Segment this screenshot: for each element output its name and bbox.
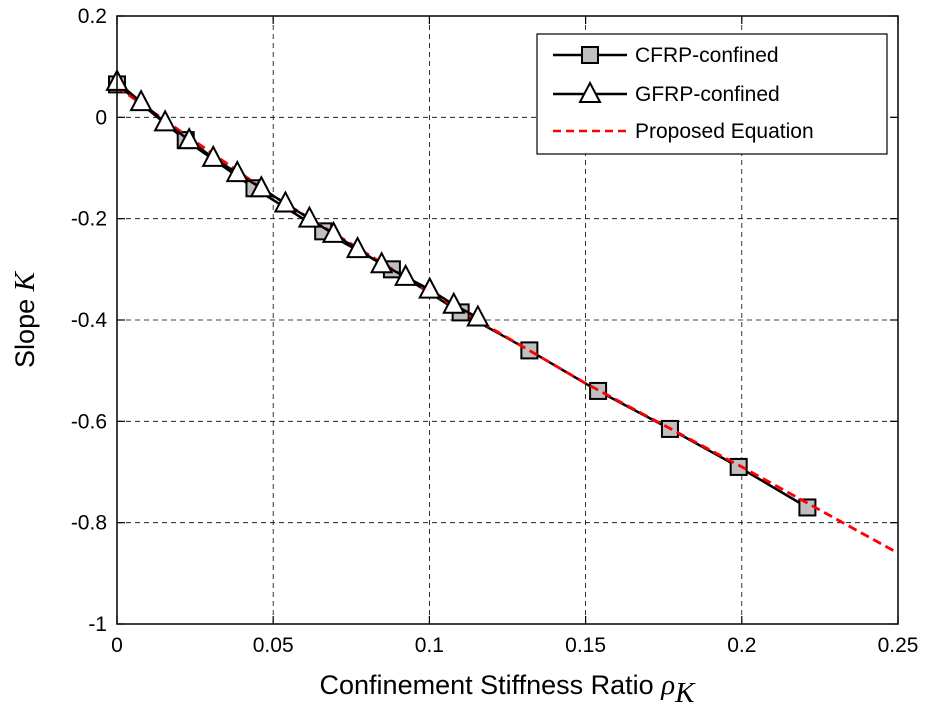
legend-item-gfrp: GFRP-confined (553, 80, 780, 106)
x-axis-label: Confinement Stiffness Ratio ρK (320, 669, 697, 709)
y-axis-label-text: Slope (10, 291, 40, 368)
x-tick-label: 0.05 (253, 634, 294, 657)
x-tick-label: 0.25 (878, 634, 919, 657)
y-tick-label: -0.6 (71, 410, 107, 433)
point-gfrp-confined (442, 291, 466, 314)
legend-marker-triangle (578, 80, 602, 103)
point-gfrp-confined (225, 159, 249, 183)
point-cfrp-confined (520, 341, 539, 360)
legend-item-cfrp: CFRP-confined (553, 44, 779, 67)
legend-label-cfrp: CFRP-confined (635, 44, 779, 67)
series-line-proposed-equation (116, 85, 899, 555)
point-cfrp-confined (729, 457, 748, 476)
series-proposed-equation (116, 85, 899, 555)
point-gfrp-confined (321, 220, 346, 243)
y-tick-label: -0.4 (71, 309, 108, 332)
x-axis-label-symbol: ρ (660, 669, 675, 701)
series-line-gfrp-confined (116, 80, 479, 319)
x-tick-label: 0.15 (565, 634, 606, 657)
y-tick-label: -0.2 (71, 208, 107, 231)
point-cfrp-confined (589, 381, 608, 400)
point-gfrp-confined (177, 126, 201, 150)
legend-marker-square (581, 46, 599, 64)
point-gfrp-confined (466, 304, 490, 327)
y-axis-label-symbol: K (9, 270, 41, 292)
ticks: 0 0.05 0.1 0.15 0.2 0.25 -1 -0.8 -0.6 -0.4 -0.2 0 0.… (71, 5, 919, 657)
point-gfrp-confined (273, 190, 298, 213)
y-tick-label: 0.2 (78, 5, 107, 28)
point-gfrp-confined (418, 276, 442, 299)
point-gfrp-confined (201, 144, 225, 167)
legend-label-proposed: Proposed Equation (635, 120, 814, 143)
point-gfrp-confined (153, 109, 177, 132)
point-gfrp-confined (249, 175, 273, 198)
point-gfrp-confined (129, 88, 153, 112)
x-tick-label: 0.1 (415, 634, 444, 657)
legend-item-proposed: Proposed Equation (553, 120, 814, 143)
point-gfrp-confined (369, 251, 394, 274)
x-axis-label-text: Confinement Stiffness Ratio (320, 670, 662, 700)
point-gfrp-confined (297, 205, 322, 228)
y-tick-label: -0.8 (71, 512, 107, 535)
y-tick-label: -1 (88, 613, 107, 636)
x-tick-label: 0 (111, 634, 123, 657)
point-gfrp-confined (394, 263, 418, 286)
x-axis-label-subscript: K (674, 677, 696, 709)
y-tick-label: 0 (95, 106, 107, 129)
y-axis-label: Slope K (9, 270, 41, 368)
legend: CFRP-confined GFRP-confined Proposed Equ… (536, 33, 888, 155)
legend-label-gfrp: GFRP-confined (635, 83, 780, 106)
x-tick-label: 0.2 (727, 634, 756, 657)
point-gfrp-confined (345, 235, 370, 259)
